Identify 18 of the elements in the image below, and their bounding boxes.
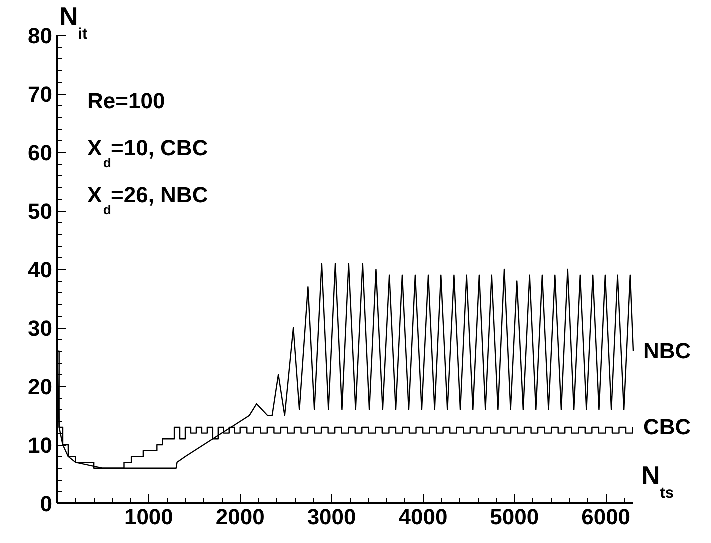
series-label: NBC — [644, 338, 692, 364]
series-label: CBC — [644, 414, 692, 440]
x-tick-label: 3000 — [307, 504, 356, 530]
y-tick-label: 40 — [28, 258, 53, 282]
y-tick-label: 70 — [28, 82, 53, 107]
y-tick-label: 50 — [28, 199, 53, 224]
y-tick-label: 30 — [28, 316, 53, 341]
y-tick-label: 20 — [28, 374, 53, 400]
y-tick-label: 10 — [28, 433, 53, 458]
y-tick-label: 60 — [28, 140, 53, 166]
annotation: Re=100 — [88, 88, 166, 114]
y-tick-label: 0 — [40, 492, 53, 516]
x-tick-label: 4000 — [398, 504, 448, 530]
x-tick-label: 5000 — [490, 504, 540, 530]
y-tick-label: 80 — [28, 24, 53, 48]
x-tick-label: 2000 — [216, 504, 265, 530]
x-tick-label: 1000 — [124, 504, 174, 530]
x-tick-label: 6000 — [582, 504, 631, 530]
